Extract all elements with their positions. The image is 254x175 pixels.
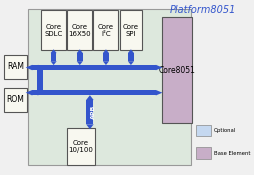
Polygon shape: [102, 49, 109, 53]
Polygon shape: [155, 65, 162, 70]
Text: Core
I²C: Core I²C: [98, 24, 114, 37]
FancyBboxPatch shape: [36, 65, 43, 95]
FancyBboxPatch shape: [162, 17, 192, 123]
FancyBboxPatch shape: [38, 65, 155, 70]
Polygon shape: [86, 124, 93, 129]
Polygon shape: [155, 90, 162, 96]
Polygon shape: [26, 65, 32, 70]
FancyBboxPatch shape: [93, 10, 118, 50]
FancyBboxPatch shape: [32, 65, 40, 70]
FancyBboxPatch shape: [77, 53, 82, 61]
Text: Platform8051: Platform8051: [169, 5, 235, 15]
FancyBboxPatch shape: [4, 55, 27, 79]
Text: RAM: RAM: [7, 62, 24, 71]
FancyBboxPatch shape: [4, 88, 27, 112]
Polygon shape: [127, 61, 134, 65]
FancyBboxPatch shape: [38, 90, 155, 95]
FancyBboxPatch shape: [119, 10, 142, 50]
FancyBboxPatch shape: [195, 147, 210, 159]
FancyBboxPatch shape: [51, 53, 56, 61]
Text: Optional: Optional: [213, 128, 235, 133]
FancyBboxPatch shape: [67, 10, 92, 50]
FancyBboxPatch shape: [67, 128, 94, 165]
FancyBboxPatch shape: [41, 10, 66, 50]
Text: ROM: ROM: [7, 95, 24, 104]
Polygon shape: [50, 49, 56, 53]
Polygon shape: [76, 61, 83, 65]
Text: APB: APB: [90, 105, 95, 119]
Polygon shape: [127, 49, 134, 53]
FancyBboxPatch shape: [128, 53, 133, 61]
FancyBboxPatch shape: [103, 53, 108, 61]
FancyBboxPatch shape: [32, 90, 40, 95]
FancyBboxPatch shape: [86, 100, 93, 124]
FancyBboxPatch shape: [28, 9, 190, 165]
Polygon shape: [50, 61, 56, 65]
Text: Core
SDLC: Core SDLC: [44, 24, 62, 37]
Polygon shape: [86, 95, 93, 100]
Polygon shape: [102, 61, 109, 65]
FancyBboxPatch shape: [195, 125, 210, 136]
Polygon shape: [31, 65, 38, 70]
Text: Core
SPI: Core SPI: [122, 24, 138, 37]
Polygon shape: [76, 49, 83, 53]
Polygon shape: [26, 90, 32, 96]
Polygon shape: [31, 90, 38, 96]
Text: Core8051: Core8051: [158, 66, 195, 75]
Text: Core
16X50: Core 16X50: [68, 24, 91, 37]
Text: Core
10/100: Core 10/100: [68, 140, 93, 153]
Text: Base Element: Base Element: [213, 150, 249, 156]
